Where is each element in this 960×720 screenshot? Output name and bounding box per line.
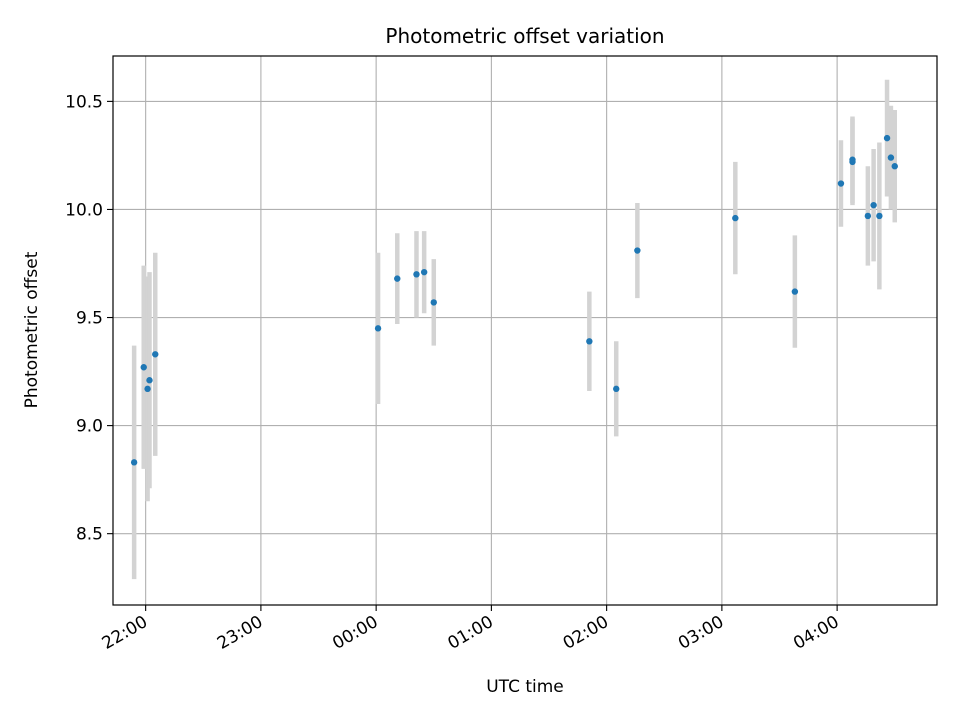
- y-axis-label: Photometric offset: [22, 251, 42, 408]
- data-point: [146, 377, 153, 384]
- data-point: [849, 156, 856, 163]
- data-point: [374, 325, 382, 332]
- y-tick-label: 10.0: [65, 200, 103, 220]
- data-point: [144, 385, 151, 393]
- y-tick-label: 9.0: [76, 417, 103, 437]
- y-tick-label: 9.5: [76, 309, 103, 329]
- data-point: [876, 212, 883, 220]
- data-point: [891, 163, 898, 170]
- data-point: [413, 271, 420, 278]
- data-point: [586, 338, 593, 345]
- data-point: [883, 134, 891, 142]
- data-point: [430, 299, 437, 306]
- data-point: [870, 201, 877, 209]
- data-point: [791, 288, 799, 295]
- data-point: [634, 247, 641, 254]
- data-point: [420, 268, 428, 276]
- data-point: [887, 154, 895, 161]
- x-axis-label: UTC time: [486, 677, 564, 697]
- y-axis-ticks: 8.5 9.0 9.5 10.0 10.5: [65, 92, 113, 545]
- y-tick-label: 8.5: [76, 525, 103, 545]
- plot-frame: [112, 55, 938, 606]
- data-point: [140, 364, 147, 371]
- chart-title: Photometric offset variation: [385, 24, 664, 48]
- data-points: [130, 134, 898, 466]
- data-point: [732, 214, 739, 222]
- y-tick-label: 10.5: [65, 92, 103, 112]
- data-point: [394, 275, 401, 282]
- data-point: [864, 212, 872, 220]
- data-point: [152, 351, 159, 358]
- data-point: [130, 459, 138, 466]
- data-point: [613, 385, 620, 393]
- data-point: [837, 180, 845, 187]
